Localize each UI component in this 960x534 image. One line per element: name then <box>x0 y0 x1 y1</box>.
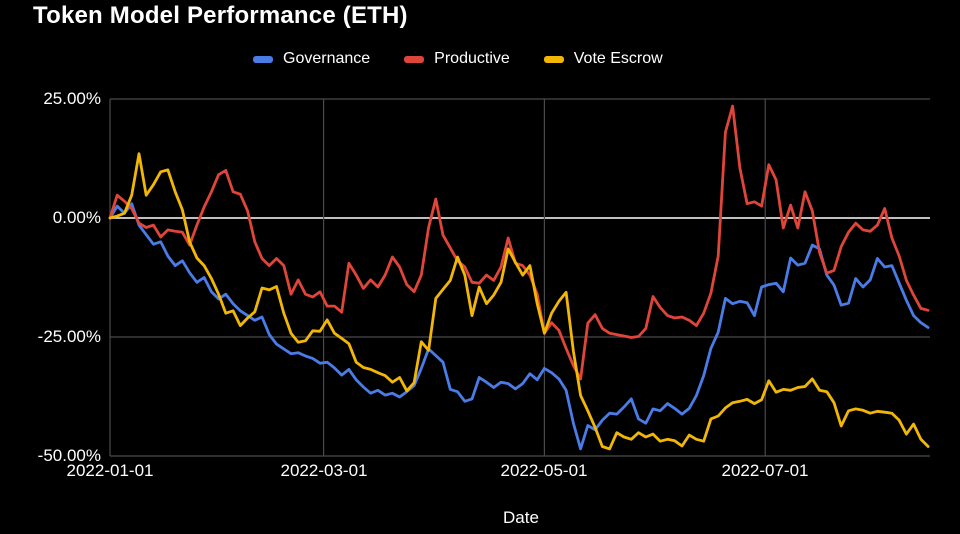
legend-label: Vote Escrow <box>573 50 663 67</box>
x-axis-tick-may: 2022-05-01 <box>500 461 588 480</box>
legend-label: Productive <box>434 50 510 67</box>
vote-escrow-color-swatch-icon <box>543 55 564 63</box>
legend: Governance Productive Vote Escrow <box>253 50 663 68</box>
series-line-governance <box>108 202 930 451</box>
series-line-productive <box>108 104 930 381</box>
x-axis-tick-jul: 2022-07-01 <box>721 461 809 480</box>
x-axis-tick-jan: 2022-01-01 <box>66 461 154 480</box>
series-line-vote-escrow <box>108 152 930 451</box>
legend-label: Governance <box>283 50 371 67</box>
x-axis-tick-mar: 2022-03-01 <box>280 461 368 480</box>
page-title: Token Model Performance (ETH) <box>33 2 408 29</box>
legend-item-governance[interactable]: Governance <box>253 50 370 68</box>
legend-item-vote-escrow[interactable]: Vote Escrow <box>543 50 663 68</box>
productive-color-swatch-icon <box>404 55 425 63</box>
y-axis-tick-0: 0.00% <box>52 208 101 227</box>
y-axis-tick-neg50: -50.00% <box>37 446 101 465</box>
x-axis-title: Date <box>503 508 539 527</box>
y-axis-tick-neg25: -25.00% <box>37 327 101 346</box>
y-axis-tick-25: 25.00% <box>43 89 101 108</box>
governance-color-swatch-icon <box>253 55 273 63</box>
legend-item-productive[interactable]: Productive <box>404 50 510 68</box>
